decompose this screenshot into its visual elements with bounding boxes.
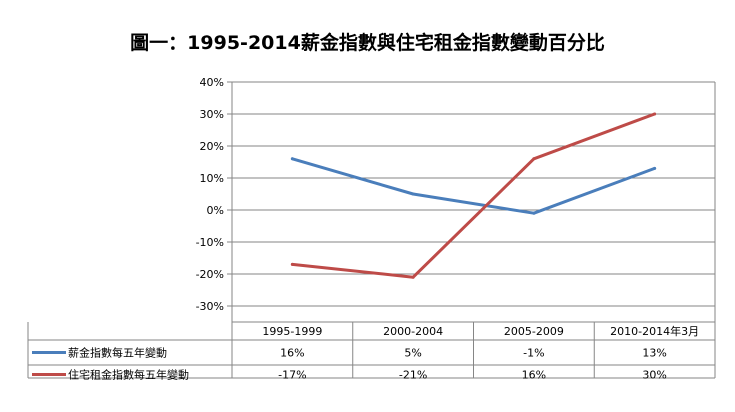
data-point: [411, 275, 415, 279]
legend-label: 住宅租金指數每五年變動: [68, 368, 189, 382]
gridlines: [232, 81, 715, 307]
y-tick-label: -30%: [196, 300, 224, 313]
data-label: 13%: [642, 347, 666, 360]
data-label: -21%: [399, 369, 427, 382]
data-label: 16%: [522, 369, 546, 382]
series-line: [290, 112, 657, 279]
category-label: 1995-1999: [262, 325, 322, 338]
y-axis: 40% 30% 20% 10% 0% -10% -20% -30%: [196, 76, 716, 378]
data-label: 30%: [642, 369, 666, 382]
data-label: -17%: [278, 369, 306, 382]
y-tick-label: 20%: [200, 140, 224, 153]
data-label: 5%: [404, 347, 421, 360]
legend-label: 薪金指數每五年變動: [68, 346, 167, 360]
y-tick-label: -10%: [196, 236, 224, 249]
chart-title: 圖一：1995-2014薪金指數與住宅租金指數變動百分比: [130, 32, 605, 54]
y-tick-label: 40%: [200, 76, 224, 89]
data-point: [290, 262, 294, 266]
data-label: -1%: [523, 347, 544, 360]
category-label: 2010-2014年3月: [610, 324, 699, 338]
data-point: [532, 211, 536, 215]
y-tick-label: -20%: [196, 268, 224, 281]
y-tick-label: 10%: [200, 172, 224, 185]
y-tick-label: 30%: [200, 108, 224, 121]
category-label: 2005-2009: [504, 325, 564, 338]
y-tick-label: 0%: [207, 204, 224, 217]
series-lines: [290, 112, 657, 279]
data-point: [290, 157, 294, 161]
data-point: [532, 157, 536, 161]
data-label: 16%: [280, 347, 304, 360]
category-label: 2000-2004: [383, 325, 443, 338]
data-point: [411, 192, 415, 196]
data-point: [653, 166, 657, 170]
data-point: [653, 112, 657, 116]
series-line: [290, 157, 657, 215]
data-table: 1995-1999 2000-2004 2005-2009 2010-2014年3月薪…: [27, 321, 715, 382]
